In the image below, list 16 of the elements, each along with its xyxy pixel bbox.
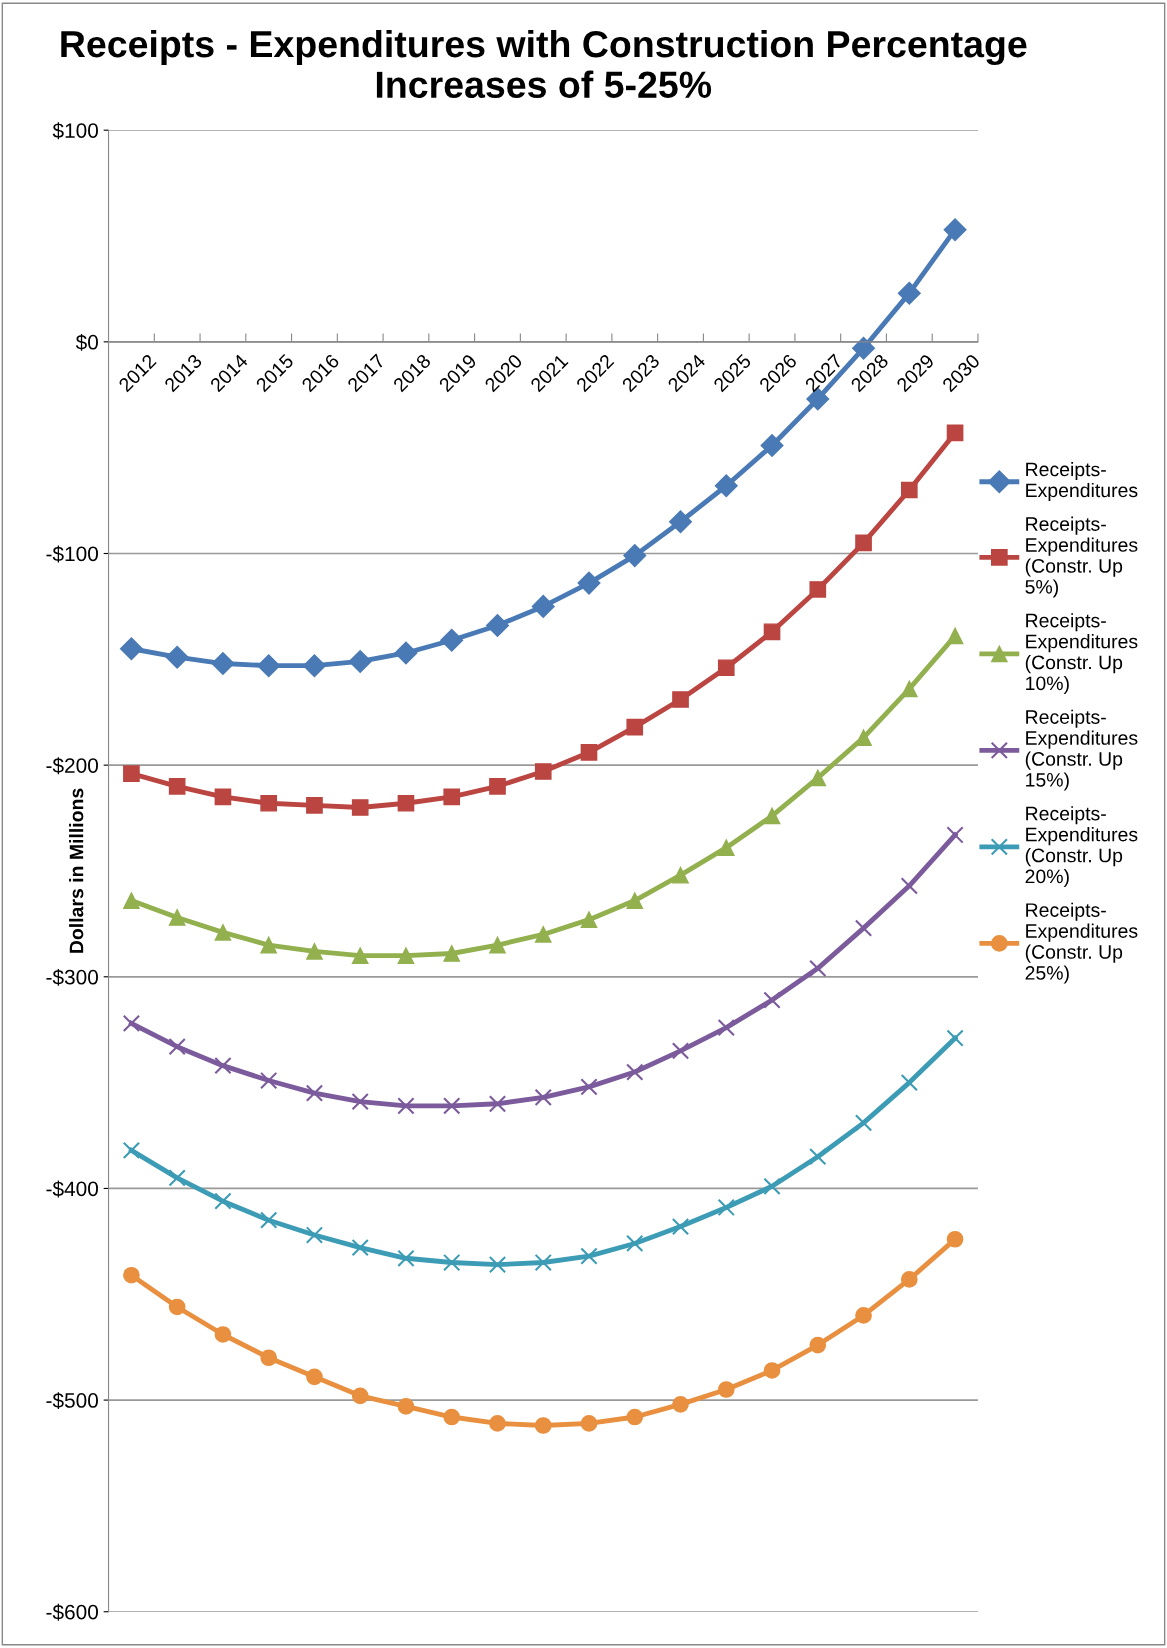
y-tick-label: -$300 [46, 968, 98, 986]
y-tick-label: -$200 [46, 757, 98, 775]
y-tick-label: -$400 [46, 1180, 98, 1198]
legend-label: Receipts-Expenditures (Constr. Up 20%) [1025, 806, 1138, 888]
y-axis-title: Dollars in Millions [69, 788, 84, 953]
legend-label: Receipts-Expenditures [1026, 461, 1138, 502]
y-tick-label: -$600 [46, 1603, 98, 1621]
legend-label: Receipts-Expenditures (Constr. Up 5%) [1025, 516, 1138, 598]
y-tick-label: -$100 [46, 545, 98, 563]
y-tick-label: $100 [52, 122, 98, 140]
chart-title: Receipts - Expenditures with Construction Percentage Increases of 5-25% [61, 29, 1027, 99]
legend-label: Receipts-Expenditures (Constr. Up 10%) [1025, 613, 1138, 695]
legend-label: Receipts-Expenditures (Constr. Up 15%) [1025, 709, 1138, 791]
legend-label: Receipts-Expenditures (Constr. Up 25%) [1025, 902, 1138, 984]
y-tick-label: $0 [75, 333, 98, 351]
y-tick-label: -$500 [46, 1392, 98, 1410]
